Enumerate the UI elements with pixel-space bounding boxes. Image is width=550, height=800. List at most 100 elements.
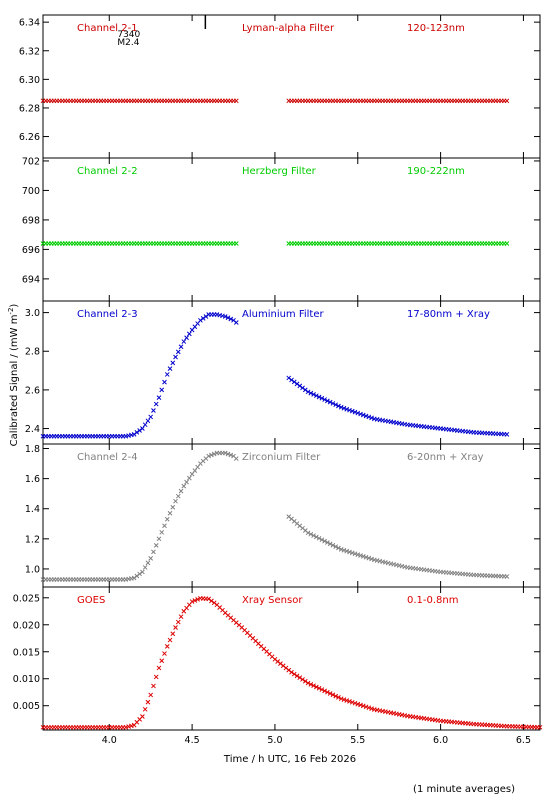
data-point (195, 597, 200, 602)
y-tick-label: 1.2 (25, 534, 40, 545)
panel-filter-label: Xray Sensor (242, 595, 303, 606)
data-point (294, 381, 300, 387)
data-point (192, 468, 198, 473)
data-point (316, 685, 322, 691)
data-point (209, 598, 214, 604)
data-point (145, 699, 151, 705)
data-point (316, 394, 322, 400)
panels-group: 6.26 6.28 6.30 6.32 6.34 Channel 2-1 Lyman-alp… (13, 14, 543, 746)
series-4 (40, 450, 510, 582)
data-point (300, 677, 305, 682)
data-point (189, 471, 195, 477)
data-point (156, 536, 162, 542)
data-point (228, 452, 234, 458)
panel-channel-label: Channel 2-4 (77, 452, 138, 463)
data-point (366, 555, 372, 561)
data-point (358, 702, 363, 708)
data-point (504, 574, 510, 579)
data-point (233, 320, 239, 325)
data-point (164, 516, 170, 522)
panel-band-label: 0.1-0.8nm (407, 595, 459, 606)
data-point (153, 674, 159, 680)
data-point (140, 714, 145, 719)
data-point (159, 387, 165, 393)
data-point (131, 575, 137, 581)
data-point (311, 683, 316, 689)
data-point (156, 395, 162, 400)
data-point (333, 402, 339, 408)
data-point (360, 703, 366, 709)
y-tick-label: 702 (22, 156, 40, 167)
data-point (184, 479, 189, 485)
data-point (327, 541, 333, 547)
data-point (198, 317, 203, 323)
data-point (341, 547, 347, 553)
data-point (233, 98, 239, 104)
data-point (233, 241, 239, 246)
data-point (308, 682, 314, 687)
y-tick-label: 1.8 (25, 444, 40, 455)
y-tick-label: 6.30 (19, 75, 40, 86)
y-tick-label: 1.0 (25, 564, 40, 575)
data-point (311, 392, 316, 397)
y-tick-label: 694 (22, 274, 40, 285)
data-point (369, 556, 374, 562)
data-point (504, 431, 510, 437)
series-2 (40, 241, 510, 246)
data-point (291, 379, 297, 385)
data-point (311, 533, 316, 538)
panel-frame (42, 443, 541, 588)
data-point (170, 631, 176, 637)
event-marker-label-2: M2.4 (117, 38, 139, 48)
data-point (369, 706, 374, 711)
data-point (305, 389, 311, 395)
data-point (145, 560, 151, 566)
panel-2: 694 696 698 700 702 Channel 2-2 Herzberg Filte… (22, 156, 541, 302)
data-point (203, 314, 209, 319)
series-3 (40, 312, 510, 439)
data-point (360, 412, 366, 418)
data-point (366, 705, 372, 711)
data-point (181, 483, 187, 489)
x-tick-label: 5.5 (350, 735, 365, 746)
data-point (131, 431, 137, 437)
data-point (164, 372, 170, 377)
data-point (206, 453, 212, 459)
data-point (178, 488, 184, 494)
data-point (347, 699, 352, 704)
data-point (360, 554, 366, 559)
data-point (322, 538, 327, 544)
series-1 (40, 98, 510, 104)
panel-3: 2.4 2.6 2.8 3.0 Channel 2-3 Aluminium Filter 1… (25, 300, 541, 445)
data-point (206, 596, 212, 602)
data-point (175, 619, 181, 625)
data-point (504, 241, 510, 246)
x-tick-label: 6.5 (516, 735, 531, 746)
event-marker-label-1: 7340 (117, 30, 140, 40)
data-point (297, 675, 303, 681)
data-point (151, 683, 156, 689)
data-point (162, 379, 167, 385)
data-point (137, 428, 142, 433)
panel-band-label: 17-80nm + Xray (407, 309, 490, 320)
data-point (233, 456, 239, 461)
x-tick-label: 4.5 (185, 735, 200, 746)
y-axis-label-sup: -2 (7, 308, 15, 315)
data-point (504, 98, 510, 104)
data-point (366, 414, 372, 420)
x-tick-label: 5.0 (267, 735, 282, 746)
data-point (319, 687, 325, 692)
x-tick-label: 6.0 (433, 735, 448, 746)
data-point (358, 411, 363, 417)
data-point (305, 530, 311, 536)
data-point (297, 383, 303, 389)
data-point (173, 354, 178, 360)
panel-band-label: 120-123nm (407, 23, 465, 34)
data-point (164, 644, 170, 649)
data-point (173, 625, 178, 630)
data-point (355, 552, 361, 557)
y-axis-label-main: Calibrated Signal / (mW m (9, 315, 20, 447)
data-point (355, 701, 361, 707)
data-point (333, 544, 339, 549)
y-tick-label: 0.010 (13, 674, 40, 685)
